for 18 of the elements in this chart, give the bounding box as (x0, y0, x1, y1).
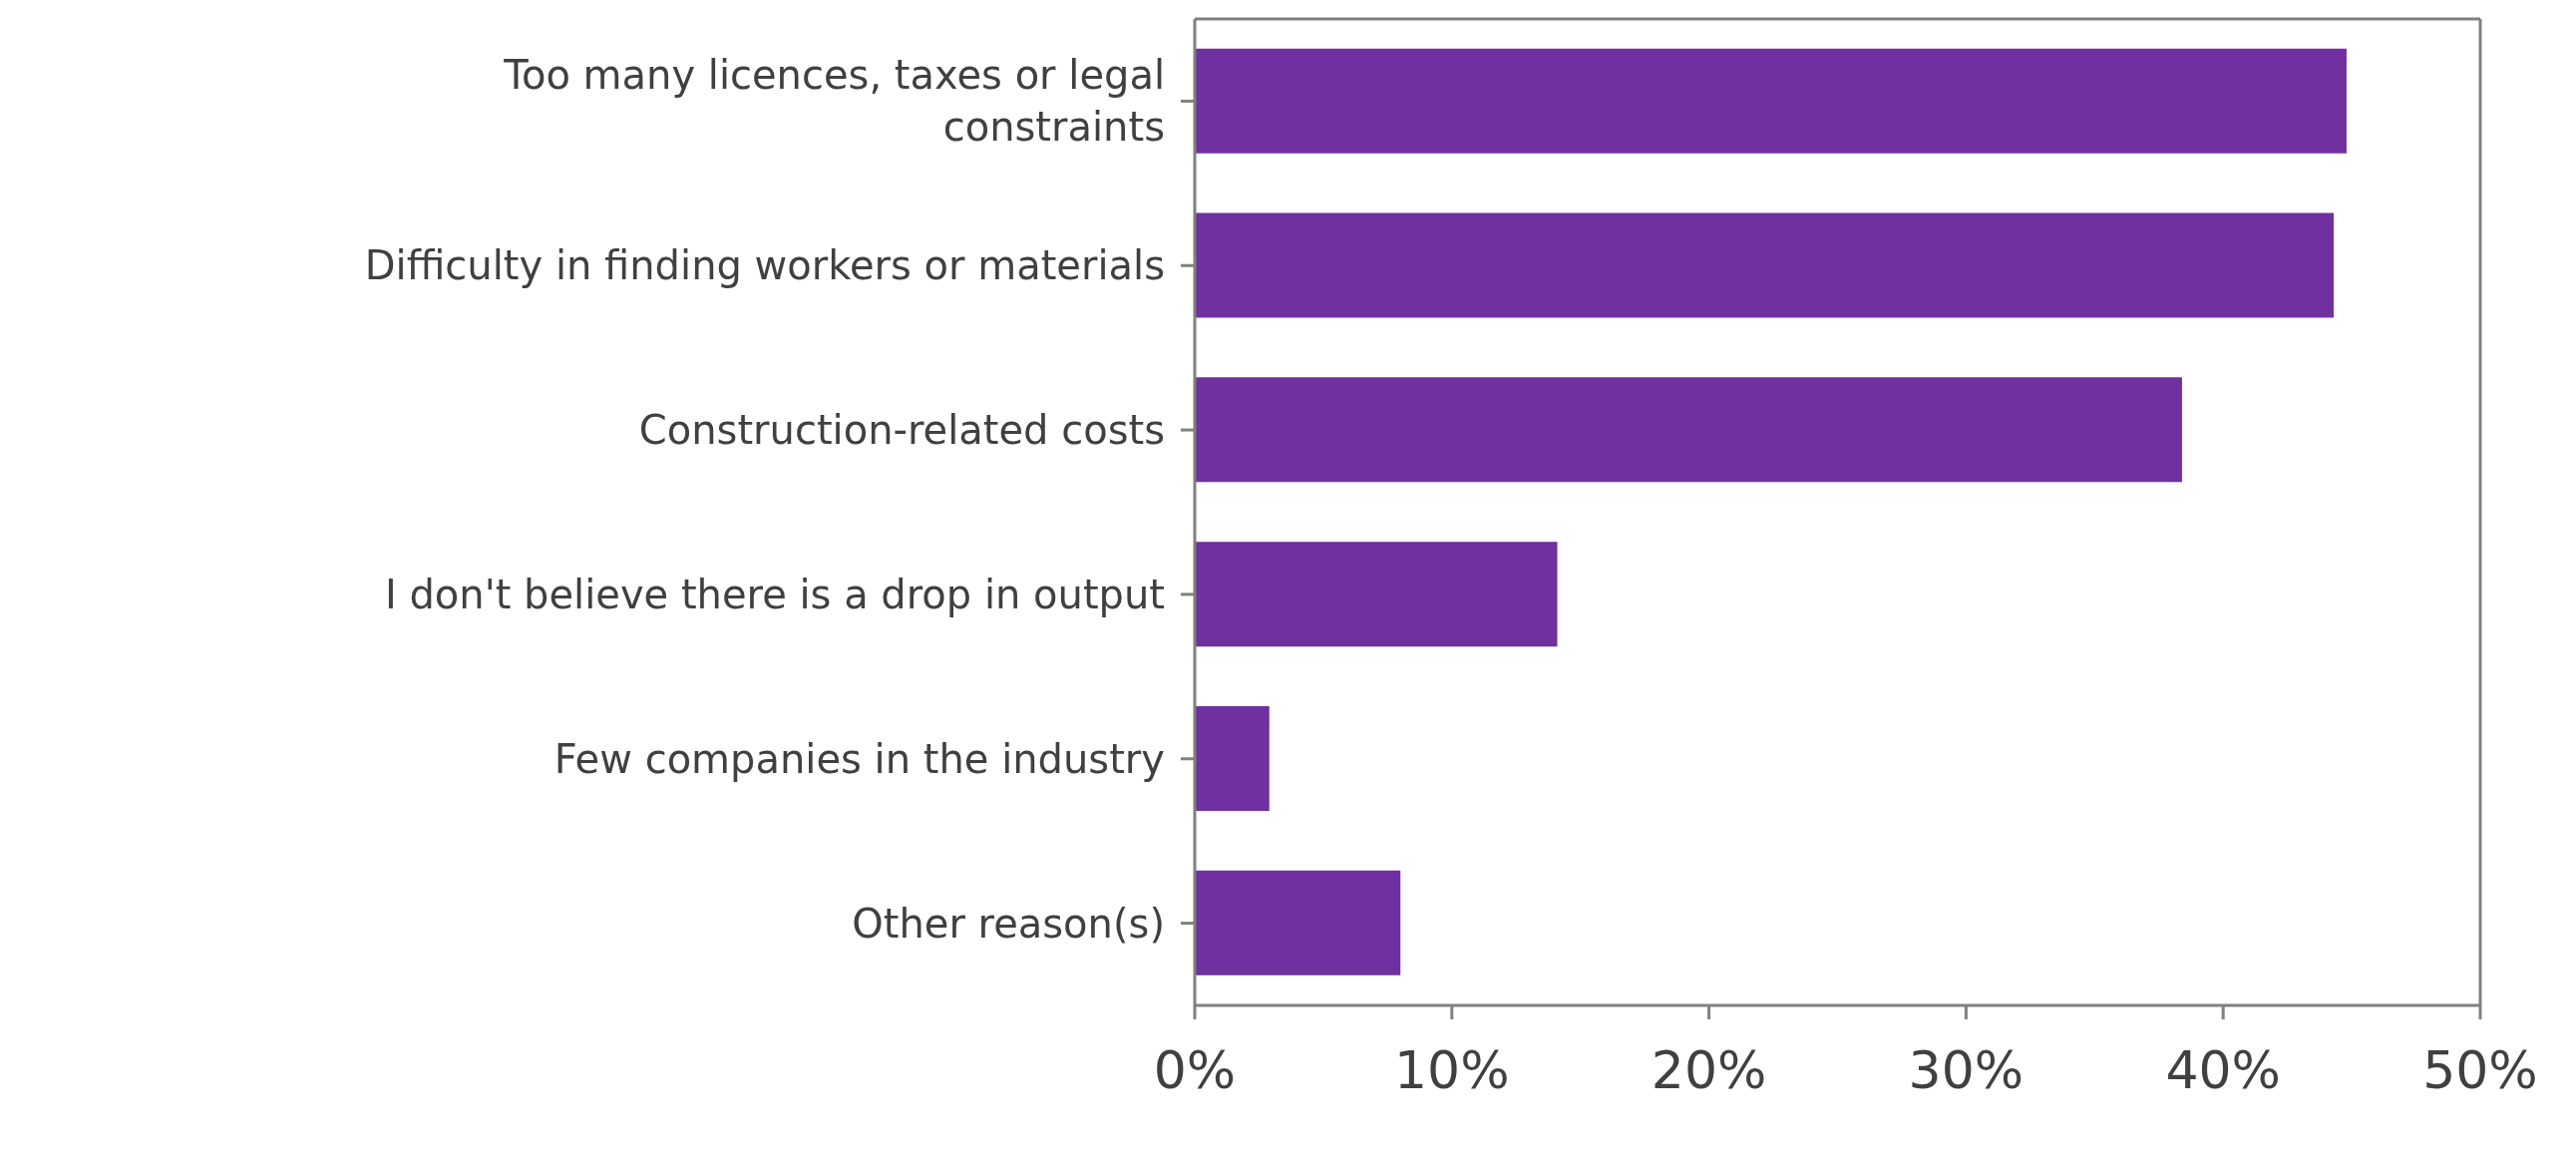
y-tick-label: Construction-related costs (638, 407, 1165, 454)
x-tick-label: 40% (2165, 1039, 2281, 1100)
bar (1195, 870, 1401, 975)
bar (1195, 48, 2347, 154)
x-tick-label: 30% (1908, 1039, 2024, 1100)
bar (1195, 706, 1270, 811)
y-tick-label: Few companies in the industry (553, 735, 1165, 782)
x-tick-label: 50% (2422, 1039, 2538, 1100)
bar (1195, 377, 2182, 483)
x-tick-label: 0% (1153, 1039, 1237, 1100)
bar (1195, 542, 1558, 647)
x-tick-label: 10% (1394, 1039, 1510, 1100)
y-tick-label: Too many licences, taxes or legal constraints (503, 52, 1165, 151)
y-tick-label: I don't believe there is a drop in output (384, 571, 1165, 617)
x-tick-label: 20% (1651, 1039, 1767, 1100)
y-tick-label: Difficulty in finding workers or materials (364, 242, 1165, 289)
bar (1195, 212, 2335, 318)
y-tick-label: Other reason(s) (852, 900, 1165, 947)
